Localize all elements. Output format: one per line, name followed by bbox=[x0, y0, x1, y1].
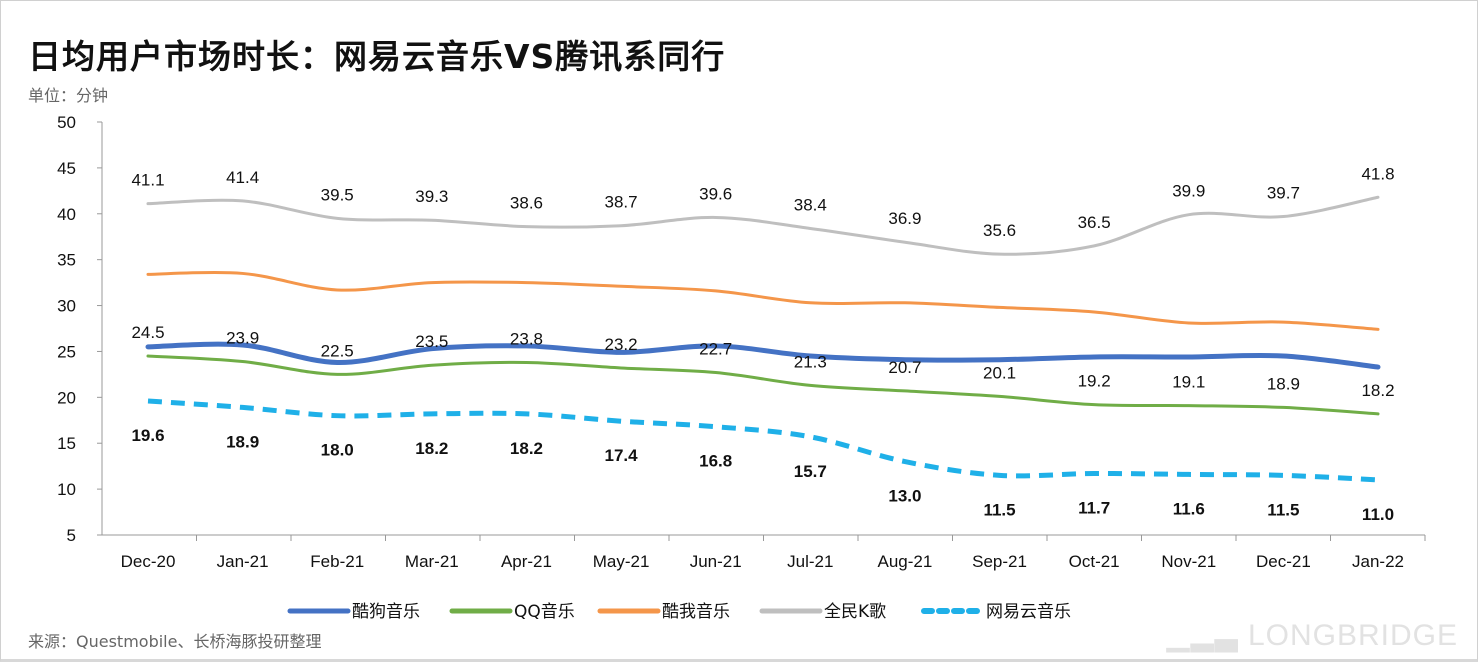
data-label: 41.8 bbox=[1361, 164, 1394, 183]
legend-label: 全民K歌 bbox=[824, 602, 886, 622]
data-label: 18.9 bbox=[226, 432, 259, 451]
data-label: 23.5 bbox=[415, 332, 448, 351]
data-label: 19.6 bbox=[131, 426, 164, 445]
data-label: 22.5 bbox=[321, 341, 354, 360]
x-tick-label: May-21 bbox=[593, 552, 650, 571]
x-tick-label: Dec-20 bbox=[121, 552, 176, 571]
series-line-0 bbox=[145, 341, 1381, 370]
legend-label: QQ音乐 bbox=[514, 602, 575, 622]
x-tick-label: Aug-21 bbox=[878, 552, 933, 571]
data-label: 19.2 bbox=[1078, 372, 1111, 391]
data-label: 16.8 bbox=[699, 452, 732, 471]
x-tick-label: Apr-21 bbox=[501, 552, 552, 571]
unit-label: 单位：分钟 bbox=[28, 86, 109, 105]
y-tick-label: 10 bbox=[57, 480, 76, 499]
chart-title: 日均用户市场时长：网易云音乐VS腾讯系同行 bbox=[28, 37, 726, 76]
x-tick-label: Nov-21 bbox=[1161, 552, 1216, 571]
data-label: 21.3 bbox=[794, 352, 827, 371]
data-label: 39.9 bbox=[1172, 182, 1205, 201]
data-label: 38.4 bbox=[794, 195, 827, 214]
data-label: 39.6 bbox=[699, 184, 732, 203]
data-label: 11.0 bbox=[1362, 505, 1394, 524]
series-line-3 bbox=[146, 195, 1380, 256]
y-tick-label: 35 bbox=[57, 251, 76, 270]
data-label: 39.7 bbox=[1267, 184, 1300, 203]
y-tick-label: 45 bbox=[57, 159, 76, 178]
legend-label: 网易云音乐 bbox=[986, 602, 1071, 622]
data-label: 18.2 bbox=[1361, 381, 1394, 400]
x-tick-label: Jan-22 bbox=[1352, 552, 1404, 571]
y-tick-label: 5 bbox=[67, 526, 76, 545]
x-tick-label: Jun-21 bbox=[690, 552, 742, 571]
data-label: 38.7 bbox=[605, 193, 638, 212]
data-label: 23.8 bbox=[510, 329, 543, 348]
data-label: 11.7 bbox=[1078, 499, 1110, 518]
legend-label: 酷我音乐 bbox=[662, 602, 730, 622]
data-label: 24.5 bbox=[131, 323, 164, 342]
data-label: 39.5 bbox=[321, 185, 354, 204]
legend-label: 酷狗音乐 bbox=[352, 602, 420, 622]
data-label: 19.1 bbox=[1172, 373, 1205, 392]
data-label: 41.1 bbox=[131, 171, 164, 190]
data-label: 22.7 bbox=[699, 340, 732, 359]
watermark-text: LONGBRIDGE bbox=[1247, 619, 1458, 652]
data-label: 18.9 bbox=[1267, 374, 1300, 393]
data-label: 20.7 bbox=[888, 358, 921, 377]
series-line-2 bbox=[146, 270, 1380, 331]
x-tick-label: Oct-21 bbox=[1069, 552, 1120, 571]
y-tick-label: 25 bbox=[57, 342, 76, 361]
longbridge-watermark: ▁▂▃ LONGBRIDGE bbox=[1166, 619, 1458, 652]
y-tick-label: 30 bbox=[57, 297, 76, 316]
data-label: 23.2 bbox=[605, 335, 638, 354]
data-label: 15.7 bbox=[794, 462, 827, 481]
x-tick-label: Mar-21 bbox=[405, 552, 459, 571]
y-tick-label: 15 bbox=[57, 434, 76, 453]
x-tick-label: Jul-21 bbox=[787, 552, 833, 571]
data-label: 18.2 bbox=[510, 439, 543, 458]
source-note: 来源：Questmobile、长桥海豚投研整理 bbox=[28, 632, 322, 651]
series-line-4 bbox=[147, 398, 1379, 483]
data-label: 18.0 bbox=[321, 441, 354, 460]
data-label: 39.3 bbox=[415, 187, 448, 206]
data-label: 13.0 bbox=[888, 487, 921, 506]
data-label: 38.6 bbox=[510, 194, 543, 213]
y-tick-label: 40 bbox=[57, 205, 76, 224]
x-tick-label: Feb-21 bbox=[310, 552, 364, 571]
data-label: 20.1 bbox=[983, 363, 1016, 382]
y-tick-label: 50 bbox=[57, 113, 76, 132]
data-label: 18.2 bbox=[415, 439, 448, 458]
x-tick-label: Sep-21 bbox=[972, 552, 1027, 571]
data-label: 41.4 bbox=[226, 168, 259, 187]
series-line-1 bbox=[146, 354, 1380, 416]
data-label: 36.5 bbox=[1078, 213, 1111, 232]
data-label: 11.5 bbox=[1267, 500, 1299, 519]
data-label: 11.5 bbox=[983, 500, 1015, 519]
data-label: 11.6 bbox=[1173, 499, 1205, 518]
x-tick-label: Dec-21 bbox=[1256, 552, 1311, 571]
data-label: 23.9 bbox=[226, 329, 259, 348]
data-label: 36.9 bbox=[888, 209, 921, 228]
data-label: 17.4 bbox=[605, 446, 639, 465]
data-label: 35.6 bbox=[983, 221, 1016, 240]
y-tick-label: 20 bbox=[57, 388, 76, 407]
x-tick-label: Jan-21 bbox=[217, 552, 269, 571]
